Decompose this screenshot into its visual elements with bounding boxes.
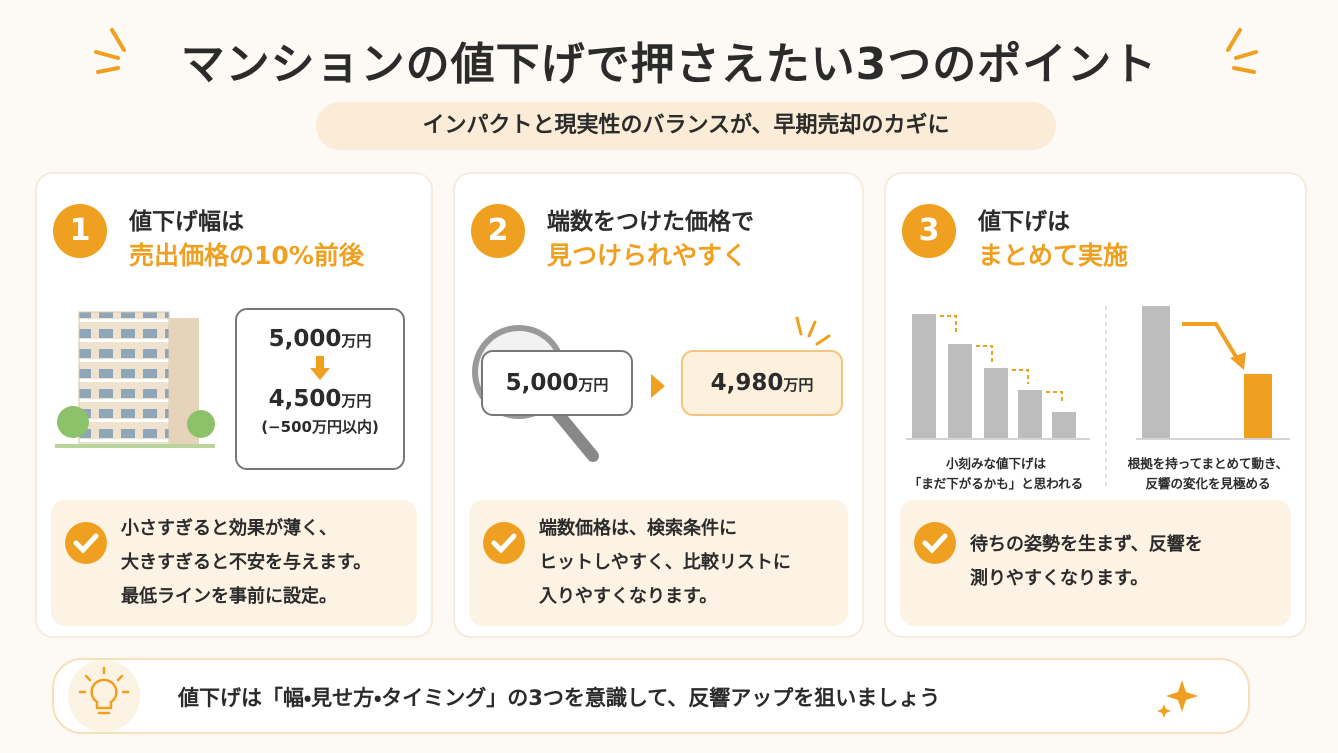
note-text: 待ちの姿勢を生まず、反響を 測りやすくなります。 [970,528,1203,596]
price-bubble: 5,000万円 4,500万円 (−500万円以内) [235,308,405,470]
building-illustration [55,311,215,448]
card-heading: 端数をつけた価格で [547,209,754,235]
note-line: 大きすぎると不安を与えます。 [121,552,372,573]
note-box: 小さすぎると効果が薄く、 大きすぎると不安を与えます。 最低ラインを事前に設定。 [51,500,417,626]
note-box: 待ちの姿勢を生まず、反響を 測りやすくなります。 [900,500,1291,626]
subtitle: インパクトと現実性のバランスが、早期売却のカギに [316,102,1056,150]
price-box: 5,000万円 [481,350,633,416]
note-line: 測りやすくなります。 [970,568,1149,589]
price: 4,980 [710,370,784,396]
price-unit: 万円 [341,332,372,350]
price-unit: 万円 [783,376,814,394]
price-unit: 万円 [341,392,372,410]
card: 3 値下げは まとめて実施 小刻みな値下げは 「まだ下がるかも」と思われる 根拠… [884,172,1307,638]
footer-text: 値下げは「幅・見せ方・タイミング」の3つを意識して、反響アップを狙いましょう [178,686,941,710]
arrow [310,356,330,380]
note-text: 端数価格は、検索条件に ヒットしやすく、比較リストに 入りやすくなります。 [539,512,791,614]
price: 4,500 [268,386,342,412]
card-heading-accent: まとめて実施 [978,241,1129,270]
caption-line: 「まだ下がるかも」と思われる [908,476,1084,491]
chart-caption: 根拠を持ってまとめて動き、 反響の変化を見極める [1108,454,1308,494]
caption-line: 根拠を持ってまとめて動き、 [1127,456,1289,471]
price: 5,000 [505,370,579,396]
note-text: 小さすぎると効果が薄く、 大きすぎると不安を与えます。 最低ラインを事前に設定。 [121,512,371,614]
card: 1 値下げ幅は 売出価格の10%前後 5,000万円 4,500万円 (−500… [35,172,433,638]
card-number: 2 [471,204,525,258]
bar-illustration [906,306,1290,490]
price-box-highlight: 4,980万円 [681,350,843,416]
bulb-icon [68,660,140,732]
note-line: 入りやすくなります。 [539,586,718,607]
check-icon [65,522,107,564]
card-heading: 値下げ幅は [129,209,244,235]
check-icon [483,522,525,564]
chart-caption: 小刻みな値下げは 「まだ下がるかも」と思われる [886,454,1106,494]
note-box: 端数価格は、検索条件に ヒットしやすく、比較リストに 入りやすくなります。 [469,500,848,626]
price-note: (−500万円以内) [261,418,379,436]
price-unit: 万円 [578,376,609,394]
note-line: 端数価格は、検索条件に [539,518,737,539]
title: マンションの値下げで押さえたい3つのポイント [180,39,1158,90]
footer: 値下げは「幅・見せ方・タイミング」の3つを意識して、反響アップを狙いましょう [52,658,1250,734]
note-line: 待ちの姿勢を生まず、反響を [970,534,1203,555]
caption-line: 反響の変化を見極める [1145,476,1271,491]
note-line: 小さすぎると効果が薄く、 [121,518,337,539]
caption-line: 小刻みな値下げは [945,456,1046,471]
card-heading-accent: 売出価格の10%前後 [129,241,364,270]
note-line: ヒットしやすく、比較リストに [539,552,791,573]
card-heading-accent: 見つけられやすく [547,241,748,270]
card-heading: 値下げは [978,209,1070,235]
note-line: 最低ラインを事前に設定。 [121,586,337,607]
card-number: 1 [53,204,107,258]
card-number: 3 [902,204,956,258]
check-icon [914,522,956,564]
sparkle [1157,680,1198,718]
price: 5,000 [268,326,342,352]
card: 2 端数をつけた価格で 見つけられやすく 5,000万円 4,980万円 端数価… [453,172,864,638]
